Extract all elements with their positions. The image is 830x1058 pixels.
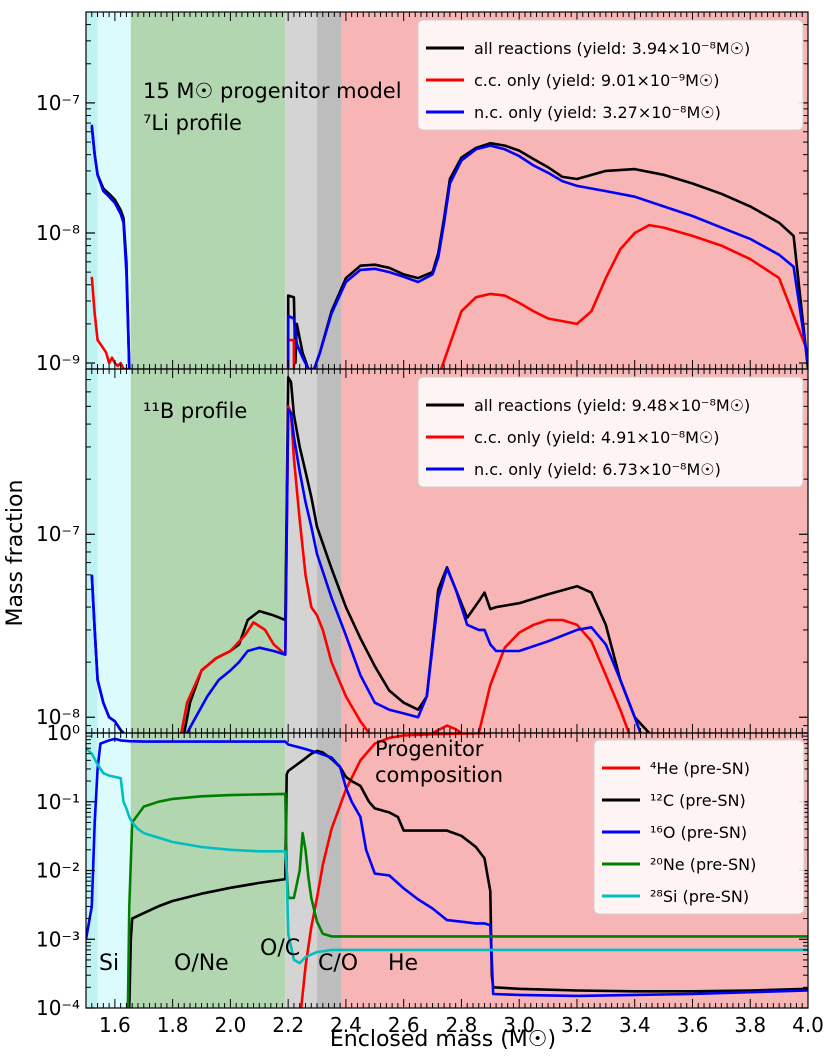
- panel3-title-line2: composition: [375, 763, 503, 787]
- legends: all reactions (yield: 3.94×10⁻⁸M☉) c.c. o…: [417, 19, 805, 915]
- panel1-line-2-seg-1: [286, 144, 808, 369]
- panel3-line-2-seg-0: [86, 737, 808, 998]
- zone-band-4: [317, 12, 342, 1008]
- panel3-ytick-label-0: 10⁻⁴: [36, 996, 80, 1020]
- panel3-legend-label-3: ²⁰Ne (pre-SN): [650, 855, 756, 874]
- panel1-legend-box: [417, 19, 804, 131]
- y-axis-title: Mass fraction: [3, 480, 28, 627]
- panel2-line-2-seg-1: [185, 408, 642, 733]
- xtick-label-1: 1.8: [157, 1013, 189, 1037]
- xtick-label-12: 4.0: [792, 1013, 824, 1037]
- panel1-ytick-label-2: 10⁻⁷: [36, 91, 80, 115]
- panel3-ytick-label-2: 10⁻²: [36, 859, 80, 883]
- panel3-legend-box: [593, 739, 805, 915]
- panel3-legend-label-1: ¹²C (pre-SN): [650, 791, 746, 810]
- panel1-line-2-seg-0: [90, 124, 131, 369]
- panel3-line-4-seg-0: [86, 747, 808, 965]
- xtick-label-3: 2.2: [272, 1013, 304, 1037]
- panel3-line-0-seg-0: [299, 733, 491, 1008]
- zone-band-1: [97, 12, 131, 1008]
- panel1-ytick-label-1: 10⁻⁸: [36, 221, 80, 245]
- panel1-legend-label-2: n.c. only (yield: 3.27×10⁻⁸M☉): [474, 103, 721, 122]
- panel2-line-1-seg-2: [477, 618, 631, 733]
- panel1-title: 15 M☉ progenitor model: [143, 79, 402, 103]
- zone-label-co: C/O: [318, 951, 358, 976]
- panel2-line-2-seg-0: [90, 574, 125, 733]
- panel2-legend-label-0: all reactions (yield: 9.48×10⁻⁸M☉): [474, 396, 750, 415]
- panel3-series: [86, 733, 808, 1008]
- panel1-subtitle: ⁷Li profile: [143, 111, 242, 135]
- x-axis-title: Enclosed mass (M☉): [330, 1027, 556, 1052]
- panel3-legend-label-2: ¹⁶O (pre-SN): [650, 823, 747, 842]
- panel2-ytick-label-0: 10⁻⁸: [36, 705, 80, 729]
- xtick-label-4: 2.4: [330, 1013, 362, 1037]
- panel3-line-3-seg-0: [126, 792, 808, 1008]
- panel1-legend-label-0: all reactions (yield: 3.94×10⁻⁸M☉): [474, 39, 750, 58]
- panel2-line-1-seg-1: [432, 724, 463, 733]
- zone-band-0: [86, 12, 98, 1008]
- panel3-title-line1: Progenitor: [375, 737, 484, 761]
- xtick-label-8: 3.2: [561, 1013, 593, 1037]
- panel2-legend-label-2: n.c. only (yield: 6.73×10⁻⁸M☉): [474, 460, 721, 479]
- panel2-legend-label-1: c.c. only (yield: 4.91×10⁻⁸M☉): [474, 428, 720, 447]
- zone-band-2: [130, 12, 286, 1008]
- panel1-legend-label-1: c.c. only (yield: 9.01×10⁻⁹M☉): [474, 71, 720, 90]
- panel3-ytick-label-3: 10⁻¹: [36, 790, 80, 814]
- zone-label-oc: O/C: [260, 936, 300, 961]
- panel3-ytick-label-4: 10⁰: [47, 721, 80, 745]
- xtick-label-9: 3.4: [619, 1013, 651, 1037]
- panel3-legend-label-0: ⁴He (pre-SN): [650, 759, 750, 778]
- zone-label-he: He: [388, 951, 418, 976]
- panel2-line-0-seg-1: [182, 376, 651, 733]
- xtick-label-0: 1.6: [99, 1013, 131, 1037]
- panel1-ytick-label-0: 10⁻⁹: [36, 351, 80, 375]
- xtick-label-10: 3.6: [677, 1013, 709, 1037]
- panel1-series: [90, 124, 808, 369]
- panel2-ytick-label-1: 10⁻⁷: [36, 522, 80, 546]
- xtick-label-2: 2.0: [214, 1013, 246, 1037]
- panel1-line-1-seg-0: [90, 276, 130, 369]
- panel1-line-1-seg-2: [439, 223, 808, 369]
- xtick-label-7: 3.0: [503, 1013, 535, 1037]
- panel3-ytick-label-1: 10⁻³: [36, 927, 80, 951]
- xtick-label-11: 3.8: [734, 1013, 766, 1037]
- zone-label-one: O/Ne: [174, 951, 229, 976]
- zone-label-si: Si: [99, 951, 119, 976]
- xtick-label-5: 2.6: [388, 1013, 420, 1037]
- xtick-label-6: 2.8: [446, 1013, 478, 1037]
- panel3-legend-label-4: ²⁸Si (pre-SN): [650, 887, 749, 906]
- series-lines: [86, 124, 808, 1008]
- panel2-legend-box: [417, 376, 804, 488]
- axes: 10⁻⁹ 10⁻⁸ 10⁻⁷ 10⁻⁸ 10⁻⁷ 10⁻⁴ 10⁻³ 10⁻² 10⁻¹ 10⁰ 1…: [36, 11, 824, 1037]
- panel2-title: ¹¹B profile: [143, 399, 247, 423]
- panel2-series: [90, 376, 651, 733]
